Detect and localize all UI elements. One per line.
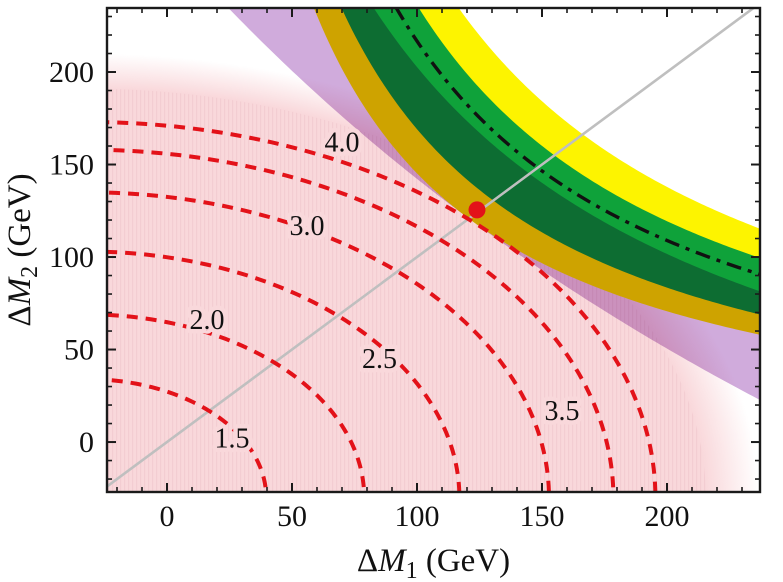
- contour-label-1.5: 1.5: [215, 424, 250, 455]
- y-tick-label-200: 200: [49, 56, 94, 89]
- red-contour-2.5: [107, 249, 462, 492]
- x-tick-label-100: 100: [395, 500, 440, 533]
- contour-label-4.0: 4.0: [325, 128, 360, 159]
- contour-label-2.5: 2.5: [362, 344, 397, 375]
- contour-label-2.0: 2.0: [190, 305, 225, 336]
- green-band-1sigma: [341, 8, 760, 315]
- red-contour-3.0: [107, 190, 551, 492]
- axes: 0 50 100 150 200 0 50 100 150 200 ΔM1 (GeV) ΔM2 (Ge…: [2, 6, 762, 582]
- best-fit-dashdot-curve: [394, 8, 760, 277]
- y-tick-label-150: 150: [49, 149, 94, 182]
- x-tick-label-0: 0: [160, 500, 175, 533]
- y-tick-label-50: 50: [64, 334, 94, 367]
- x-tick-label-50: 50: [277, 500, 307, 533]
- contour-label-3.0: 3.0: [290, 211, 325, 242]
- y-axis-title: ΔM2 (GeV): [2, 173, 43, 326]
- x-tick-label-150: 150: [520, 500, 565, 533]
- red-contour-2.0: [107, 312, 367, 492]
- plot-frame: [105, 6, 762, 494]
- purple-band: [228, 8, 760, 401]
- y-tick-label-0: 0: [79, 426, 94, 459]
- contour-label-3.5: 3.5: [545, 396, 580, 427]
- red-contour-4.0: [107, 120, 658, 492]
- y-tick-label-100: 100: [49, 241, 94, 274]
- x-axis-title: ΔM1 (GeV): [357, 543, 510, 582]
- x-tick-label-200: 200: [645, 500, 690, 533]
- red-contour-3.5: [107, 147, 616, 492]
- best-fit-point: [468, 201, 486, 219]
- pink-region-stripes: [107, 88, 706, 492]
